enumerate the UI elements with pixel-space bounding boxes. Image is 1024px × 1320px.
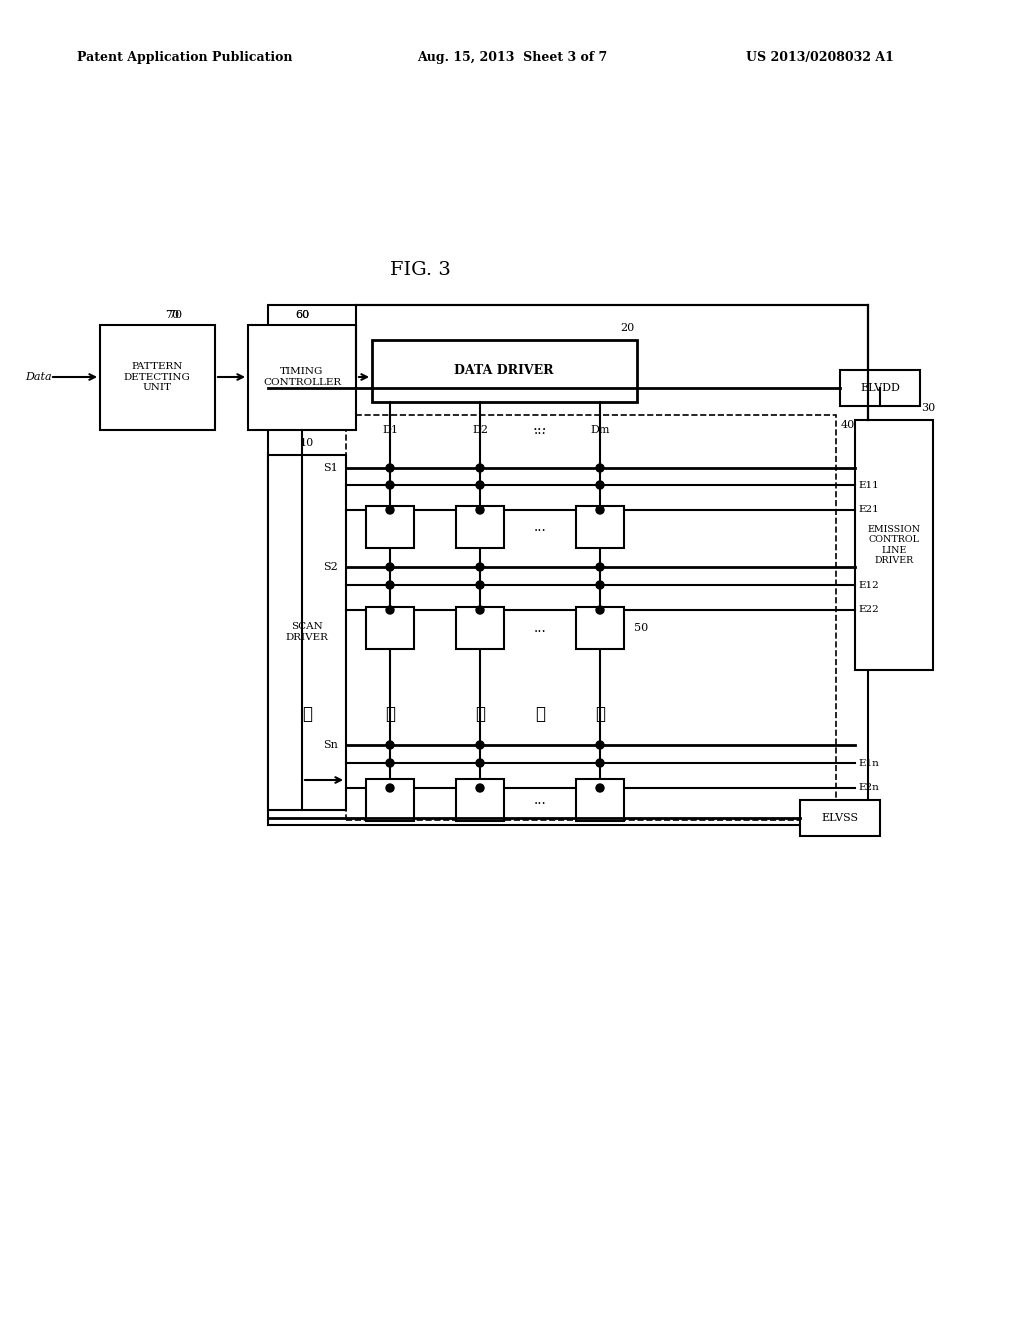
Text: ...: ...	[534, 520, 547, 535]
Text: E21: E21	[858, 506, 879, 515]
Circle shape	[386, 606, 394, 614]
Text: ELVSS: ELVSS	[821, 813, 858, 822]
Circle shape	[386, 480, 394, 488]
Bar	[456, 607, 504, 649]
Bar	[575, 607, 624, 649]
Text: E12: E12	[858, 581, 879, 590]
Circle shape	[596, 506, 604, 513]
Bar	[456, 506, 504, 548]
Circle shape	[476, 741, 484, 748]
Circle shape	[386, 759, 394, 767]
Circle shape	[596, 759, 604, 767]
Bar	[575, 779, 624, 821]
Circle shape	[596, 564, 604, 572]
Text: S1: S1	[324, 463, 338, 473]
Circle shape	[476, 759, 484, 767]
Circle shape	[596, 581, 604, 589]
Bar	[346, 414, 836, 820]
Circle shape	[596, 784, 604, 792]
Circle shape	[386, 465, 394, 473]
Bar	[366, 506, 414, 548]
Text: ELVDD: ELVDD	[860, 383, 900, 393]
Text: E22: E22	[858, 606, 879, 615]
Text: PATTERN
DETECTING
UNIT: PATTERN DETECTING UNIT	[124, 362, 190, 392]
Bar	[840, 370, 920, 407]
Bar	[372, 341, 637, 403]
Circle shape	[476, 480, 484, 488]
Text: 60: 60	[295, 310, 309, 319]
Circle shape	[596, 741, 604, 748]
Text: TIMING
CONTROLLER: TIMING CONTROLLER	[263, 367, 341, 387]
Circle shape	[386, 741, 394, 748]
Text: 70: 70	[168, 310, 182, 319]
Text: Data: Data	[25, 372, 51, 381]
Text: DATA DRIVER: DATA DRIVER	[455, 364, 554, 378]
Bar	[575, 506, 624, 548]
Bar	[100, 325, 215, 430]
Text: E11: E11	[858, 480, 879, 490]
Text: 70: 70	[165, 310, 179, 319]
Circle shape	[386, 581, 394, 589]
Text: Dm: Dm	[590, 425, 609, 436]
Text: ⋮: ⋮	[385, 705, 395, 722]
Circle shape	[386, 784, 394, 792]
Text: 50: 50	[634, 623, 648, 634]
Bar	[855, 420, 933, 671]
Bar	[366, 607, 414, 649]
Circle shape	[476, 581, 484, 589]
Text: Aug. 15, 2013  Sheet 3 of 7: Aug. 15, 2013 Sheet 3 of 7	[417, 51, 607, 65]
Text: Sn: Sn	[324, 741, 338, 750]
Text: D2: D2	[472, 425, 488, 436]
Text: 10: 10	[300, 438, 314, 447]
Text: ...: ...	[534, 422, 547, 437]
Text: ⋮: ⋮	[475, 705, 485, 722]
Text: EMISSION
CONTROL
LINE
DRIVER: EMISSION CONTROL LINE DRIVER	[867, 525, 921, 565]
Circle shape	[476, 506, 484, 513]
Circle shape	[596, 606, 604, 614]
Text: ...: ...	[534, 793, 547, 807]
Text: ...: ...	[534, 620, 547, 635]
Text: 60: 60	[295, 310, 309, 319]
Text: SCAN
DRIVER: SCAN DRIVER	[286, 622, 329, 642]
Text: S2: S2	[324, 562, 338, 572]
Text: ⋮: ⋮	[302, 705, 312, 722]
Circle shape	[596, 465, 604, 473]
Text: ···: ···	[532, 422, 547, 437]
Text: Patent Application Publication: Patent Application Publication	[77, 51, 293, 65]
Circle shape	[476, 564, 484, 572]
Circle shape	[386, 506, 394, 513]
Text: E1n: E1n	[858, 759, 879, 767]
Bar	[268, 455, 346, 810]
Circle shape	[476, 784, 484, 792]
Text: 30: 30	[921, 403, 935, 413]
Bar	[248, 325, 356, 430]
Text: US 2013/0208032 A1: US 2013/0208032 A1	[746, 51, 894, 65]
Bar	[800, 800, 880, 836]
Text: 20: 20	[620, 323, 634, 333]
Circle shape	[476, 465, 484, 473]
Text: D1: D1	[382, 425, 398, 436]
Circle shape	[386, 564, 394, 572]
Text: ⋮: ⋮	[595, 705, 605, 722]
Text: ⋱: ⋱	[535, 705, 545, 722]
Bar	[456, 779, 504, 821]
Bar	[268, 305, 868, 825]
Circle shape	[596, 480, 604, 488]
Text: 40: 40	[841, 420, 855, 430]
Text: E2n: E2n	[858, 784, 879, 792]
Circle shape	[476, 606, 484, 614]
Bar	[366, 779, 414, 821]
Text: FIG. 3: FIG. 3	[389, 261, 451, 279]
